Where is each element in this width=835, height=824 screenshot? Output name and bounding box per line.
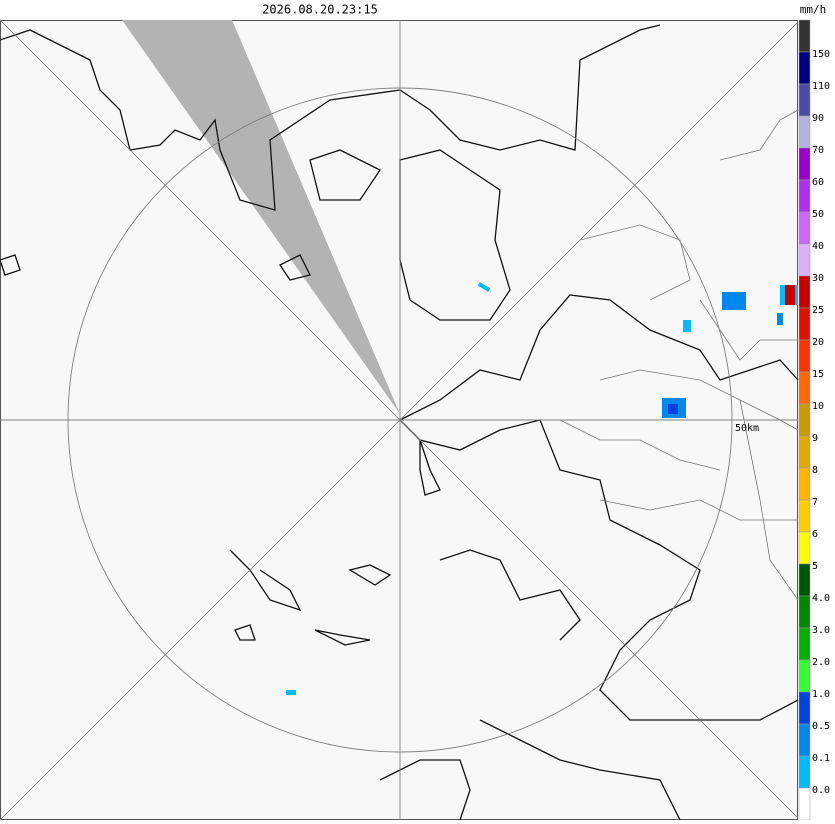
legend-label: 30	[812, 273, 824, 284]
legend-swatch	[798, 563, 811, 597]
legend-label: 25	[812, 305, 824, 316]
legend-swatch	[798, 83, 811, 117]
rain-echo	[777, 313, 783, 325]
legend: 150 110 90 70 60 50 40 30 25 20 15 10 9 8 7 6 5 4.0 3.0 2.0…	[798, 19, 830, 821]
legend-swatch	[798, 307, 811, 341]
legend-label: 3.0	[812, 625, 830, 636]
crosshair	[0, 21, 799, 821]
legend-swatch	[798, 339, 811, 373]
legend-swatch	[798, 275, 811, 309]
legend-label: 5	[812, 561, 818, 572]
legend-label: 7	[812, 497, 818, 508]
legend-label: 40	[812, 241, 824, 252]
legend-label: 1.0	[812, 689, 830, 700]
legend-label: 15	[812, 369, 824, 380]
legend-label: 50	[812, 209, 824, 220]
rain-echo	[722, 292, 746, 310]
rain-echo	[683, 320, 691, 332]
beam-blockage	[122, 20, 400, 414]
legend-swatch	[798, 755, 811, 789]
legend-label: 20	[812, 337, 824, 348]
legend-swatch	[798, 691, 811, 725]
range-rings	[0, 19, 799, 821]
legend-label: 0.0	[812, 785, 830, 796]
legend-swatch	[798, 627, 811, 661]
legend-swatch	[798, 435, 811, 469]
legend-swatch	[798, 147, 811, 181]
legend-swatch	[798, 179, 811, 213]
legend-label: 110	[812, 81, 830, 92]
rain-echoes	[286, 282, 798, 695]
legend-swatch	[798, 115, 811, 149]
rain-echo	[477, 282, 491, 292]
legend-swatch	[798, 787, 811, 821]
map: 50km	[0, 19, 799, 821]
legend-label: 0.1	[812, 753, 830, 764]
legend-label: 0.5	[812, 721, 830, 732]
legend-swatch	[798, 211, 811, 245]
rain-echo	[668, 404, 678, 414]
legend-label: 60	[812, 177, 824, 188]
legend-swatch	[798, 467, 811, 501]
coastlines	[0, 24, 799, 821]
legend-label: 8	[812, 465, 818, 476]
crosshair	[0, 19, 799, 819]
legend-label: 2.0	[812, 657, 830, 668]
timestamp: 2026.08.20.23:15	[262, 3, 378, 17]
rain-echo	[286, 690, 296, 695]
legend-label: 90	[812, 113, 824, 124]
legend-swatch	[798, 723, 811, 757]
rain-echo	[785, 285, 795, 305]
legend-label: 9	[812, 433, 818, 444]
legend-label: 4.0	[812, 593, 830, 604]
range-label: 50km	[735, 423, 759, 434]
legend-swatch	[798, 403, 811, 437]
legend-swatch	[798, 371, 811, 405]
legend-swatch	[798, 51, 811, 85]
legend-label: 10	[812, 401, 824, 412]
legend-label: 150	[812, 49, 830, 60]
legend-unit: mm/h	[800, 3, 827, 16]
legend-swatch	[798, 499, 811, 533]
legend-swatch	[798, 659, 811, 693]
legend-swatch	[798, 531, 811, 565]
legend-swatch	[798, 19, 811, 53]
legend-swatch	[798, 595, 811, 629]
legend-swatch	[798, 243, 811, 277]
legend-label: 70	[812, 145, 824, 156]
boundaries	[559, 109, 799, 601]
legend-label: 6	[812, 529, 818, 540]
